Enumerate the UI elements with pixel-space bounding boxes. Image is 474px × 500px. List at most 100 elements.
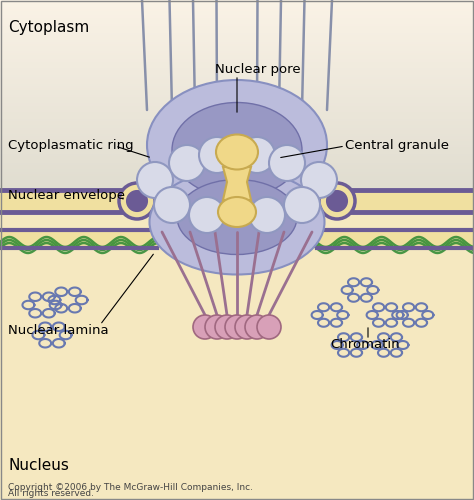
Bar — [0, 156, 474, 158]
Circle shape — [199, 137, 235, 173]
Bar — [0, 180, 474, 182]
Bar — [0, 163, 474, 165]
Bar — [0, 165, 474, 167]
Bar — [0, 55, 474, 57]
Bar — [0, 38, 474, 40]
Circle shape — [193, 315, 217, 339]
Ellipse shape — [216, 134, 258, 170]
Bar — [0, 108, 474, 110]
Bar — [0, 50, 474, 53]
Bar — [0, 176, 474, 178]
Bar — [0, 212, 474, 230]
Bar — [0, 200, 474, 202]
Circle shape — [249, 197, 285, 233]
Ellipse shape — [149, 170, 325, 274]
Bar — [0, 16, 474, 18]
Bar — [0, 20, 474, 22]
Text: Nuclear envelope: Nuclear envelope — [8, 188, 125, 202]
Bar — [0, 33, 474, 35]
Circle shape — [235, 315, 259, 339]
Bar — [0, 46, 474, 48]
Text: Copyright ©2006 by The McGraw-Hill Companies, Inc.: Copyright ©2006 by The McGraw-Hill Compa… — [8, 483, 253, 492]
Circle shape — [215, 315, 239, 339]
Polygon shape — [223, 167, 251, 200]
Bar — [0, 53, 474, 55]
Ellipse shape — [218, 197, 256, 227]
Bar — [0, 216, 474, 218]
Bar — [0, 132, 474, 134]
Bar — [0, 182, 474, 185]
Bar — [0, 130, 474, 132]
Circle shape — [269, 145, 305, 181]
Bar — [0, 123, 474, 126]
Bar — [0, 170, 474, 172]
Bar — [0, 154, 474, 156]
Bar — [0, 4, 474, 6]
Bar — [0, 141, 474, 143]
Bar — [0, 18, 474, 20]
Text: Nuclear pore: Nuclear pore — [215, 64, 301, 76]
Text: Chromatin: Chromatin — [330, 338, 400, 351]
Circle shape — [239, 137, 275, 173]
Bar — [0, 11, 474, 13]
Bar — [0, 158, 474, 160]
Bar — [0, 82, 474, 84]
Bar — [0, 167, 474, 170]
Bar — [0, 150, 474, 152]
Ellipse shape — [177, 180, 297, 254]
Bar — [0, 68, 474, 70]
Bar — [0, 22, 474, 24]
Text: Cytoplasmatic ring: Cytoplasmatic ring — [8, 138, 134, 151]
Bar — [0, 70, 474, 72]
Ellipse shape — [147, 80, 327, 210]
Circle shape — [284, 187, 320, 223]
Circle shape — [137, 162, 173, 198]
Bar — [0, 60, 474, 62]
Bar — [0, 114, 474, 116]
Ellipse shape — [172, 102, 302, 198]
Bar — [0, 136, 474, 138]
Bar — [0, 196, 474, 198]
Bar — [0, 94, 474, 97]
Bar — [0, 178, 474, 180]
Bar — [0, 62, 474, 64]
Bar — [0, 172, 474, 174]
Bar — [0, 9, 474, 11]
Bar — [0, 207, 474, 209]
Bar — [0, 97, 474, 99]
Bar — [0, 90, 474, 92]
Bar — [0, 143, 474, 145]
Bar — [0, 152, 474, 154]
Bar — [0, 79, 474, 82]
Bar — [0, 190, 474, 212]
Text: Cytoplasm: Cytoplasm — [8, 20, 89, 35]
Bar — [0, 0, 474, 2]
Circle shape — [169, 145, 205, 181]
Circle shape — [245, 315, 269, 339]
Bar — [0, 31, 474, 33]
Bar — [0, 24, 474, 26]
Bar — [0, 192, 474, 194]
Bar — [0, 28, 474, 31]
Text: Nuclear lamina: Nuclear lamina — [8, 324, 109, 336]
Bar — [0, 138, 474, 141]
Bar — [0, 134, 474, 136]
Bar — [0, 128, 474, 130]
Bar — [0, 99, 474, 101]
Text: All rights reserved.: All rights reserved. — [8, 489, 94, 498]
Bar — [0, 72, 474, 75]
Bar — [0, 110, 474, 112]
Bar — [0, 126, 474, 128]
Circle shape — [119, 183, 155, 219]
Bar — [0, 220, 474, 500]
Bar — [0, 48, 474, 50]
Bar — [0, 145, 474, 148]
Circle shape — [189, 197, 225, 233]
Text: Central granule: Central granule — [345, 138, 449, 151]
Bar — [0, 92, 474, 94]
Bar — [0, 75, 474, 77]
Bar — [0, 86, 474, 88]
Bar — [0, 185, 474, 187]
Bar — [0, 211, 474, 214]
Bar — [0, 42, 474, 44]
